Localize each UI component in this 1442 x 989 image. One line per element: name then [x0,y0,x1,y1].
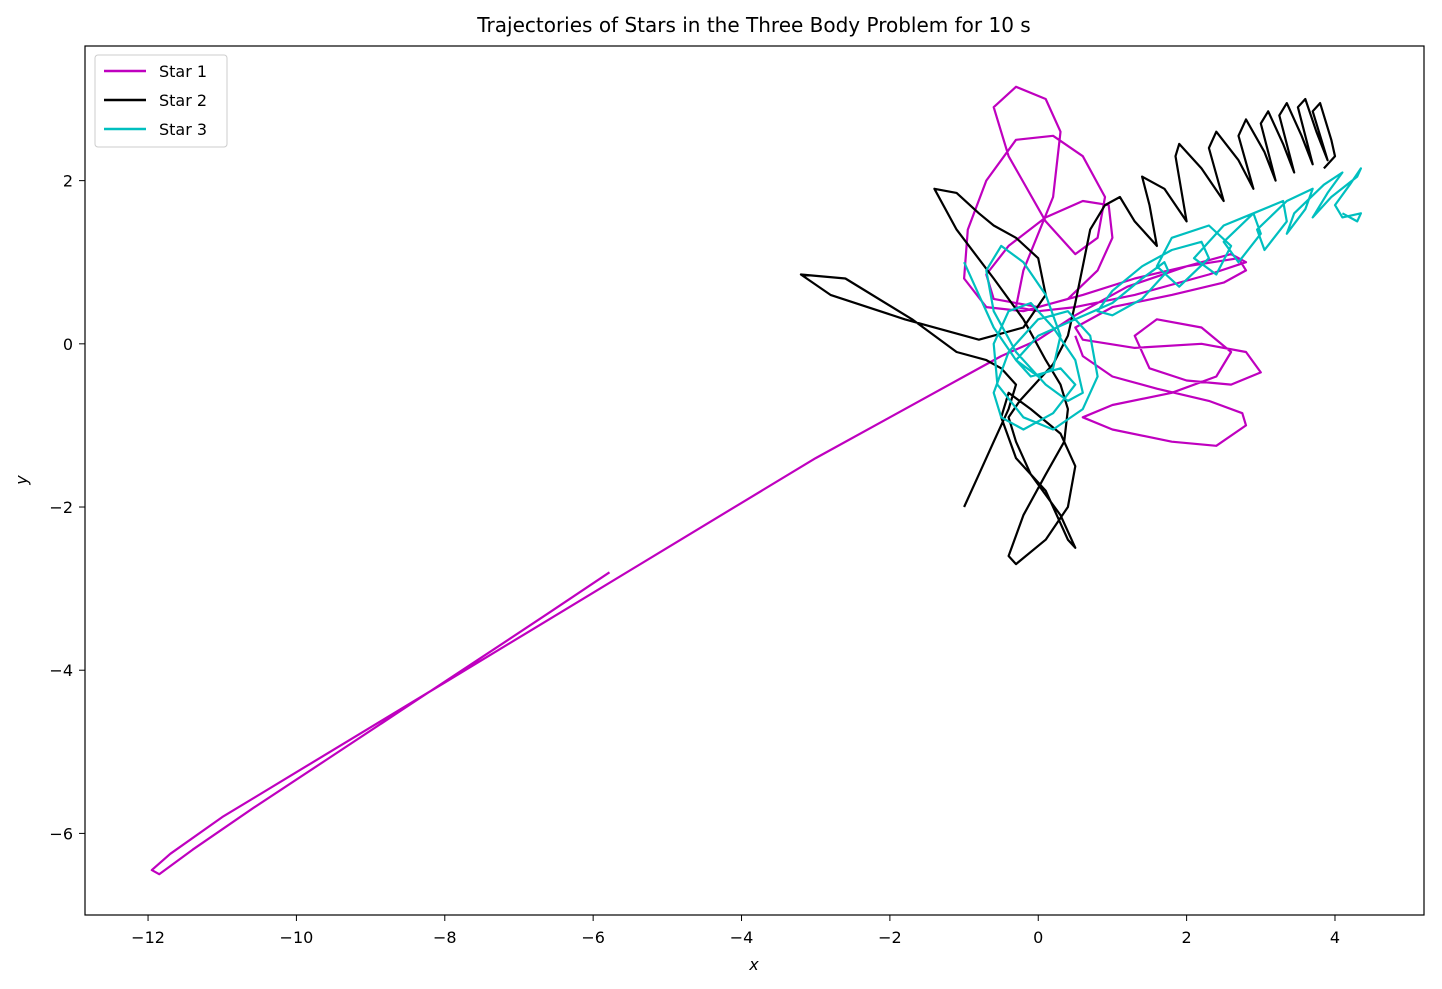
y-tick-label: −4 [49,661,73,680]
chart-title: Trajectories of Stars in the Three Body … [476,13,1030,37]
x-tick-label: −2 [878,928,902,947]
plot-frame [84,45,1425,916]
y-axis-label: y [12,475,31,486]
y-tick-label: 2 [63,172,73,191]
series-line-1 [150,85,1262,876]
legend-label-2: Star 2 [159,91,207,110]
legend-label-1: Star 1 [159,62,207,81]
x-tick-label: −12 [131,928,165,947]
x-axis: −12 −10 −8 −6 −4 −2 0 2 4 [131,915,1340,947]
legend-label-3: Star 3 [159,120,207,139]
x-tick-label: −8 [433,928,457,947]
x-tick-label: −4 [730,928,754,947]
legend: Star 1 Star 2 Star 3 [94,54,228,148]
y-tick-label: −2 [49,498,73,517]
y-tick-label: 0 [63,335,73,354]
y-tick-label: −6 [49,824,73,843]
x-tick-label: 4 [1330,928,1340,947]
x-tick-label: −10 [280,928,314,947]
series-line-3 [963,167,1363,431]
x-tick-label: 2 [1182,928,1192,947]
x-tick-label: −6 [581,928,605,947]
x-tick-label: 0 [1033,928,1043,947]
legend-box [94,54,228,148]
series-line-2 [799,97,1337,566]
x-axis-label: x [748,955,759,974]
series-layer [150,85,1363,876]
y-axis: −6 −4 −2 0 2 [49,172,85,843]
